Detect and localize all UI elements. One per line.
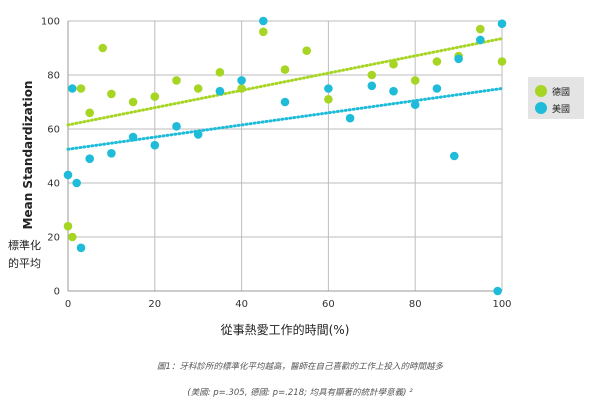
data-point — [215, 86, 225, 96]
data-point — [63, 221, 73, 231]
data-point — [476, 35, 485, 45]
data-point — [107, 149, 116, 158]
legend-item-usa: 美國 — [535, 101, 570, 115]
data-point — [150, 140, 160, 150]
data-point — [193, 84, 203, 93]
data-point — [63, 170, 73, 180]
x-tick-label: 40 — [235, 299, 248, 310]
trend-lines — [66, 37, 504, 151]
data-point — [128, 97, 138, 107]
data-point — [324, 95, 333, 104]
data-point — [449, 151, 459, 161]
data-point — [389, 86, 398, 96]
trend-line-1 — [66, 87, 504, 151]
y-tick-label: 20 — [47, 233, 60, 244]
data-point — [280, 97, 290, 107]
data-point — [172, 76, 181, 85]
y-axis-label: Mean Standardization — [21, 81, 35, 230]
data-point — [128, 132, 138, 142]
data-point — [237, 76, 246, 85]
legend-label-germany: 德國 — [552, 87, 571, 98]
data-point — [410, 76, 420, 85]
y-tick-label: 100 — [41, 17, 60, 28]
y-tick-label: 80 — [47, 71, 60, 82]
data-point — [215, 68, 225, 77]
data-point — [454, 54, 463, 64]
data-point — [410, 100, 420, 109]
data-point — [367, 81, 377, 91]
data-point — [193, 130, 203, 139]
legend-swatch-usa — [535, 102, 547, 114]
data-point — [76, 243, 86, 253]
data-point — [302, 46, 312, 55]
data-point — [85, 154, 94, 163]
figure-caption: 圖1：牙科診所的標準化平均越高，醫師在自己喜歡的工作上投入的時間越多 — [157, 362, 443, 372]
data-point — [432, 57, 442, 66]
series-points-0 — [63, 24, 507, 242]
legend: 德國 美國 — [528, 77, 584, 119]
y-tick-label: 0 — [54, 287, 60, 298]
y-tick-label: 60 — [47, 125, 60, 136]
x-tick-label: 20 — [148, 299, 161, 310]
x-axis-label: 從事熱愛工作的時間(%) — [221, 322, 350, 337]
data-point — [259, 27, 268, 37]
data-point — [107, 89, 116, 99]
y-axis-label-zh: 標準化的平均 — [8, 239, 41, 270]
data-point — [389, 59, 398, 69]
x-tick-label: 60 — [322, 299, 335, 310]
data-point — [72, 178, 81, 188]
y-tick-label: 40 — [47, 179, 60, 190]
legend-item-germany: 德國 — [535, 84, 570, 98]
data-point — [98, 43, 108, 53]
legend-label-usa: 美國 — [552, 104, 571, 115]
data-point — [345, 113, 355, 123]
data-point — [237, 84, 246, 93]
data-point — [68, 232, 77, 242]
data-point — [280, 65, 290, 74]
scatter-chart: 0 20 40 60 80 100 0 20 40 60 80 100 Mean Standardi… — [21, 16, 512, 338]
data-point — [85, 108, 94, 118]
x-tick-label: 80 — [409, 299, 422, 310]
data-point — [324, 84, 333, 93]
data-point — [476, 24, 485, 34]
data-point — [493, 286, 502, 296]
data-point — [172, 122, 181, 131]
figure-caption-stats: (美國: p=.305, 德國: p=.218; 均具有顯著的統計學意義) ² — [187, 388, 413, 398]
legend-swatch-germany — [535, 85, 547, 97]
trend-line-0 — [66, 37, 504, 127]
data-point — [497, 57, 507, 66]
data-point — [68, 84, 77, 93]
x-tick-label: 100 — [492, 299, 511, 310]
data-point — [367, 70, 377, 80]
data-point — [150, 92, 160, 101]
data-point — [76, 84, 86, 93]
data-points — [63, 16, 507, 296]
x-tick-labels: 0 20 40 60 80 100 — [65, 299, 512, 310]
data-point — [432, 84, 442, 93]
y-tick-labels: 0 20 40 60 80 100 — [41, 17, 60, 298]
series-points-1 — [63, 16, 507, 296]
x-tick-label: 0 — [65, 299, 71, 310]
data-point — [497, 19, 507, 29]
axes — [67, 21, 502, 292]
data-point — [259, 16, 268, 26]
